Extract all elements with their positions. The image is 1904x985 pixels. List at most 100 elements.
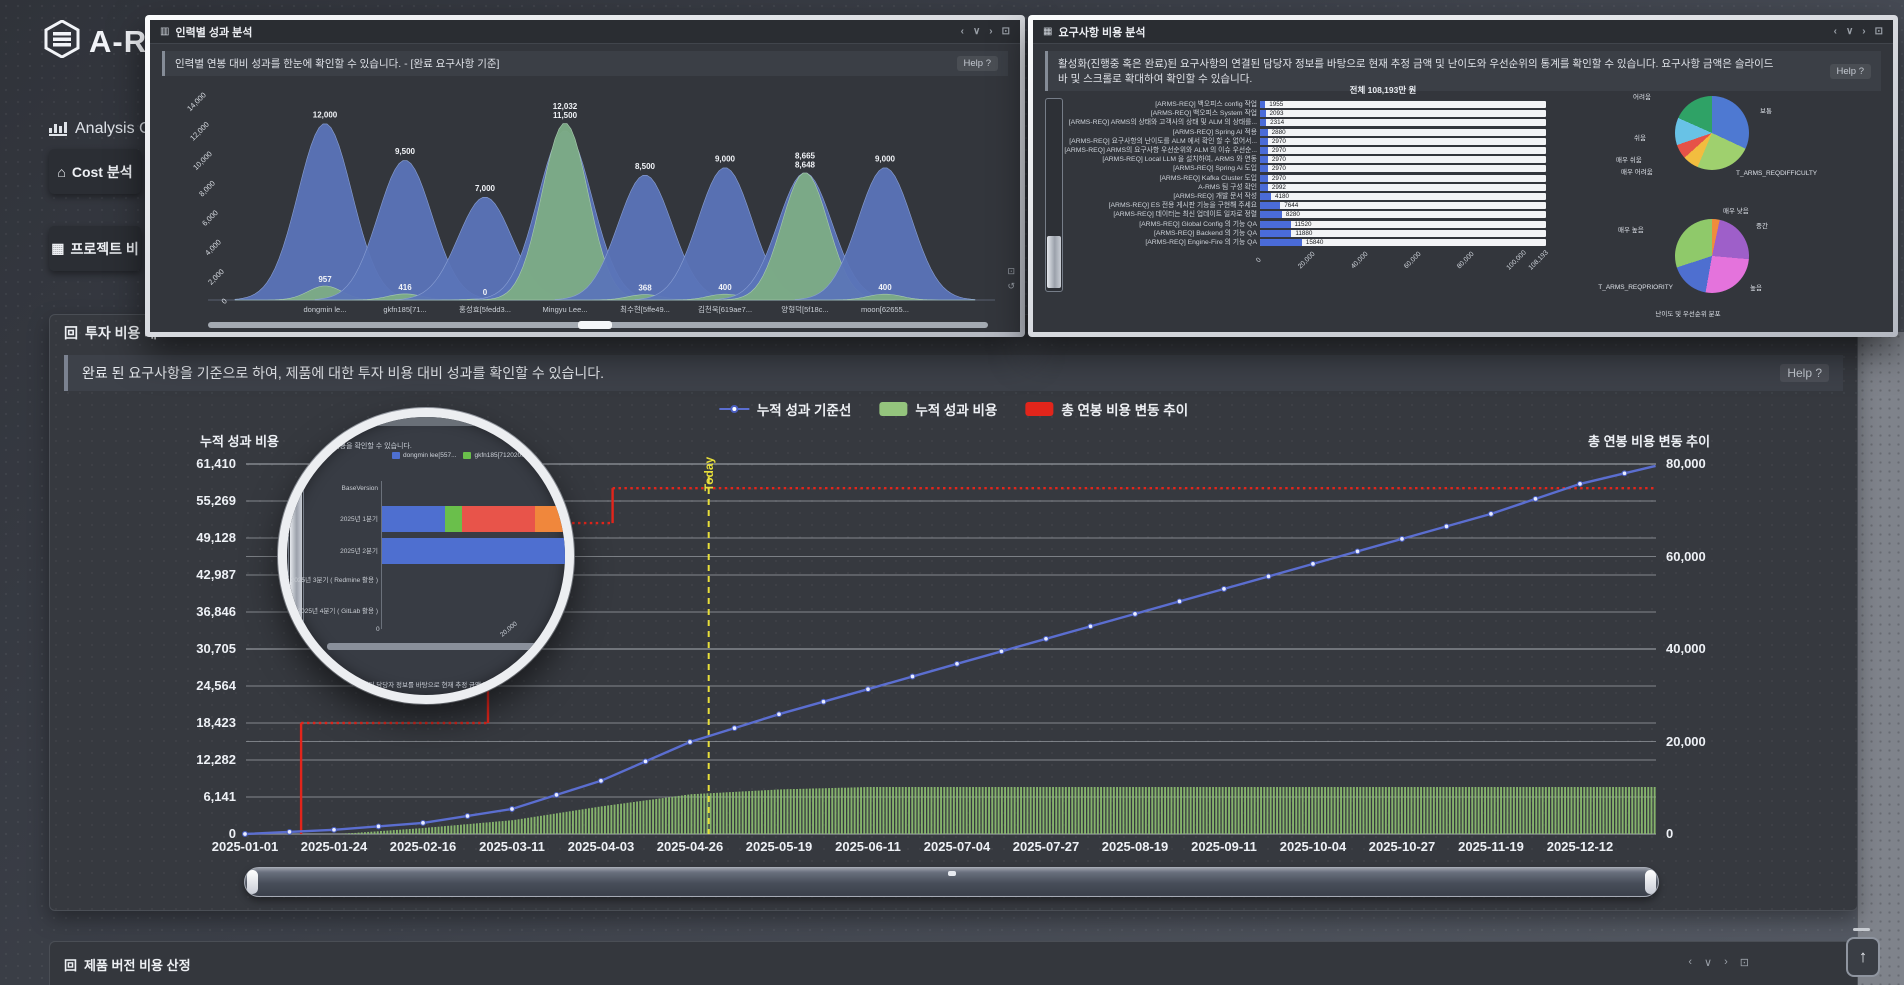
next-icon[interactable]: › [1724, 956, 1728, 968]
svg-text:Mingyu Lee...: Mingyu Lee... [542, 305, 587, 314]
req-bar-row[interactable]: [ARMS-REQ] ARMS의 요구사항 우선순위와 ALM 의 이슈 우선순… [1033, 146, 1893, 155]
pie-label: 중간 [1756, 223, 1768, 230]
reset-zoom-icon[interactable]: ↺ [1007, 281, 1015, 291]
svg-text:9,000: 9,000 [875, 155, 896, 164]
version-cost-panel: 回 제품 버전 비용 산정 ‹ ∨ › ⊡ [49, 941, 1858, 985]
prev-icon[interactable]: ‹ [960, 26, 964, 37]
expand-icon[interactable]: ⊡ [1874, 26, 1883, 37]
requirements-x-ticks: 0 20,000 40,000 60,000 80,000 100,000 108,193 [1255, 249, 1550, 272]
pie-label: 매우 쉬움 [1616, 157, 1642, 164]
loupe-tick: 0 [376, 626, 380, 633]
pie-label: 매우 어려움 [1621, 169, 1653, 176]
pie-series-label: T_ARMS_REQPRIORITY [1598, 284, 1673, 291]
investment-chart[interactable] [50, 431, 1859, 899]
help-button[interactable]: Help ? [1780, 364, 1829, 382]
panel-icon: 回 [64, 958, 78, 973]
requirements-panel-title: 요구사항 비용 분석 [1058, 26, 1146, 39]
req-bar-row[interactable]: [ARMS-REQ] Local LLM 을 설치하여, ARMS 와 연동 29… [1033, 155, 1893, 164]
svg-text:7,000: 7,000 [475, 184, 496, 193]
svg-text:368: 368 [638, 284, 652, 293]
expand-icon[interactable]: ⊡ [1001, 26, 1010, 37]
sidebar-section-analysis: Analysis C [49, 120, 151, 138]
req-bar-row[interactable]: [ARMS-REQ] 백오피스 config 작업 1955 [1033, 100, 1893, 109]
svg-text:957: 957 [318, 275, 332, 284]
loupe-scrollbar [327, 643, 565, 650]
legend-item-salary[interactable]: 총 연봉 비용 변동 추이 [1025, 399, 1188, 419]
req-bar-row[interactable]: [ARMS-REQ] 데이터는 최신 업데이트 일자로 정렬 8280 [1033, 210, 1893, 219]
req-bar-row[interactable]: [ARMS-REQ] 요구사항의 난이도를 ALM 에서 확인 할 수 없어서.… [1033, 137, 1893, 146]
req-bar-row[interactable]: [ARMS-REQ] 개발 문서 작성 4180 [1033, 192, 1893, 201]
priority-pie-chart[interactable] [1675, 219, 1749, 293]
legend-item-perf-cost[interactable]: 누적 성과 비용 [879, 399, 997, 419]
req-bar-row[interactable]: [ARMS-REQ] Global Config 의 기능 QA 11520 [1033, 220, 1893, 229]
loupe-bottom-description: 된 요구사항의 연결된 담당자 정보를 바탕으로 현재 추정 금액 및 [317, 682, 489, 689]
req-bar-row[interactable]: [ARMS-REQ] Spring Ai 도입 2970 [1033, 164, 1893, 173]
req-bar-row[interactable]: [ARMS-REQ] Spring AI 적용 2880 [1033, 128, 1893, 137]
svg-text:2,000: 2,000 [206, 267, 226, 287]
panel-controls: ‹ ∨ › ⊡ [1688, 956, 1749, 969]
slider-right-handle[interactable] [1645, 870, 1656, 894]
svg-text:400: 400 [878, 283, 892, 292]
page-scroll-gutter[interactable] [1857, 332, 1904, 985]
svg-text:11,500: 11,500 [553, 111, 578, 120]
help-button[interactable]: Help ? [1829, 63, 1871, 79]
personnel-panel-title: 인력별 성과 분석 [175, 26, 253, 39]
legend-item-baseline[interactable]: 누적 성과 기준선 [718, 399, 851, 419]
req-bar-row[interactable]: [ARMS-REQ] Engine-Fire 의 기능 QA 15840 [1033, 238, 1893, 247]
pie-label: 매우 낮음 [1723, 208, 1749, 215]
sidebar-item-cost[interactable]: ⌂ Cost 분석 [49, 149, 141, 194]
minimize-dash[interactable] [1853, 928, 1870, 931]
req-bar-row[interactable]: [ARMS-REQ] ARMS의 상태와 고객사의 상태 및 ALM 의 상태를… [1033, 118, 1893, 127]
req-bar-row[interactable]: [ARMS-REQ] ES 전용 게시판 기능을 구현해 주세요 7644 [1033, 201, 1893, 210]
svg-text:0: 0 [483, 288, 488, 297]
next-icon[interactable]: › [1862, 26, 1866, 37]
slider-left-handle[interactable] [247, 870, 258, 894]
left-axis-title: 누적 성과 비용 [200, 434, 279, 449]
requirements-panel-description: 활성화(진행중 혹은 완료)된 요구사항의 연결된 담당자 정보를 바탕으로 현… [1045, 51, 1881, 91]
version-panel-title: 回 제품 버전 비용 산정 [64, 955, 191, 974]
loupe-description: 비전 별 비용을 확인할 수 있습니다. [310, 443, 412, 450]
svg-text:10,000: 10,000 [191, 149, 214, 172]
req-bar-row[interactable]: [ARMS-REQ] 백오피스 System 작업 2093 [1033, 109, 1893, 118]
requirements-vertical-slider[interactable] [1045, 98, 1063, 292]
chart-legend: 누적 성과 기준선 누적 성과 비용 총 연봉 비용 변동 추이 [718, 399, 1188, 419]
difficulty-pie-chart[interactable] [1675, 96, 1749, 170]
chart-range-slider[interactable] [244, 867, 1659, 897]
req-bar-row[interactable]: [ARMS-REQ] Kafka Cluster 도입 2970 [1033, 174, 1893, 183]
table-icon: ▦ [1043, 26, 1053, 37]
slider-notch [947, 871, 956, 876]
collapse-icon[interactable]: ∨ [1704, 957, 1713, 969]
svg-text:416: 416 [398, 283, 412, 292]
up-arrow-icon: ↑ [1858, 947, 1868, 966]
logo-hexagon-icon [44, 19, 80, 63]
collapse-icon[interactable]: ∨ [972, 26, 981, 37]
chart-corner-tools: ⊡ ↺ [1007, 266, 1015, 292]
sidebar-item-project[interactable]: ▦ 프로젝트 비 [49, 226, 141, 271]
requirements-panel-header[interactable]: ▦ 요구사항 비용 분석 ‹ ∨ › ⊡ [1033, 20, 1893, 44]
svg-text:12,000: 12,000 [188, 120, 211, 143]
home-icon: ⌂ [57, 163, 66, 180]
personnel-panel-header[interactable]: ▥ 인력별 성과 분석 ‹ ∨ › ⊡ [150, 20, 1020, 44]
req-bar-row[interactable]: A-RMS 팀 구성 확인 2992 [1033, 183, 1893, 192]
svg-text:8,648: 8,648 [795, 161, 816, 170]
scroll-to-top-button[interactable]: ↑ [1846, 937, 1880, 977]
help-button[interactable]: Help ? [956, 56, 998, 71]
requirements-panel: ▦ 요구사항 비용 분석 ‹ ∨ › ⊡ 활성화(진행중 혹은 완료)된 요구사… [1028, 15, 1898, 337]
next-icon[interactable]: › [989, 26, 993, 37]
req-bar-row[interactable]: [ARMS-REQ] Backend 의 기능 QA 11880 [1033, 229, 1893, 238]
investment-panel-description: 완료 된 요구사항을 기준으로 하여, 제품에 대한 투자 비용 대비 성과를 … [64, 355, 1843, 391]
personnel-ridgeline-chart[interactable]: 12,000 957 9,500 416 7,000 0 12,032 11,500 8,500… [150, 78, 1020, 332]
magnifier-loupe[interactable]: 비전 별 비용을 확인할 수 있습니다. dongmin lee[557... g… [278, 408, 574, 704]
collapse-icon[interactable]: ∨ [1845, 26, 1854, 37]
slider-thumb[interactable] [1047, 236, 1061, 288]
pie-series-label: T_ARMS_REQDIFFICULTY [1736, 170, 1818, 177]
expand-icon[interactable]: ⊡ [1739, 957, 1749, 969]
prev-icon[interactable]: ‹ [1833, 26, 1837, 37]
loupe-bottom-title: 비용 분석 [301, 660, 333, 669]
pie-label: 쉬움 [1634, 135, 1646, 142]
svg-text:8,665: 8,665 [795, 152, 816, 161]
loupe-axis-line [381, 481, 382, 629]
prev-icon[interactable]: ‹ [1688, 956, 1693, 968]
expand-small-icon[interactable]: ⊡ [1007, 266, 1015, 276]
personnel-panel-description: 인력별 연봉 대비 성과를 한눈에 확인할 수 있습니다. - [완료 요구사항… [162, 51, 1008, 76]
